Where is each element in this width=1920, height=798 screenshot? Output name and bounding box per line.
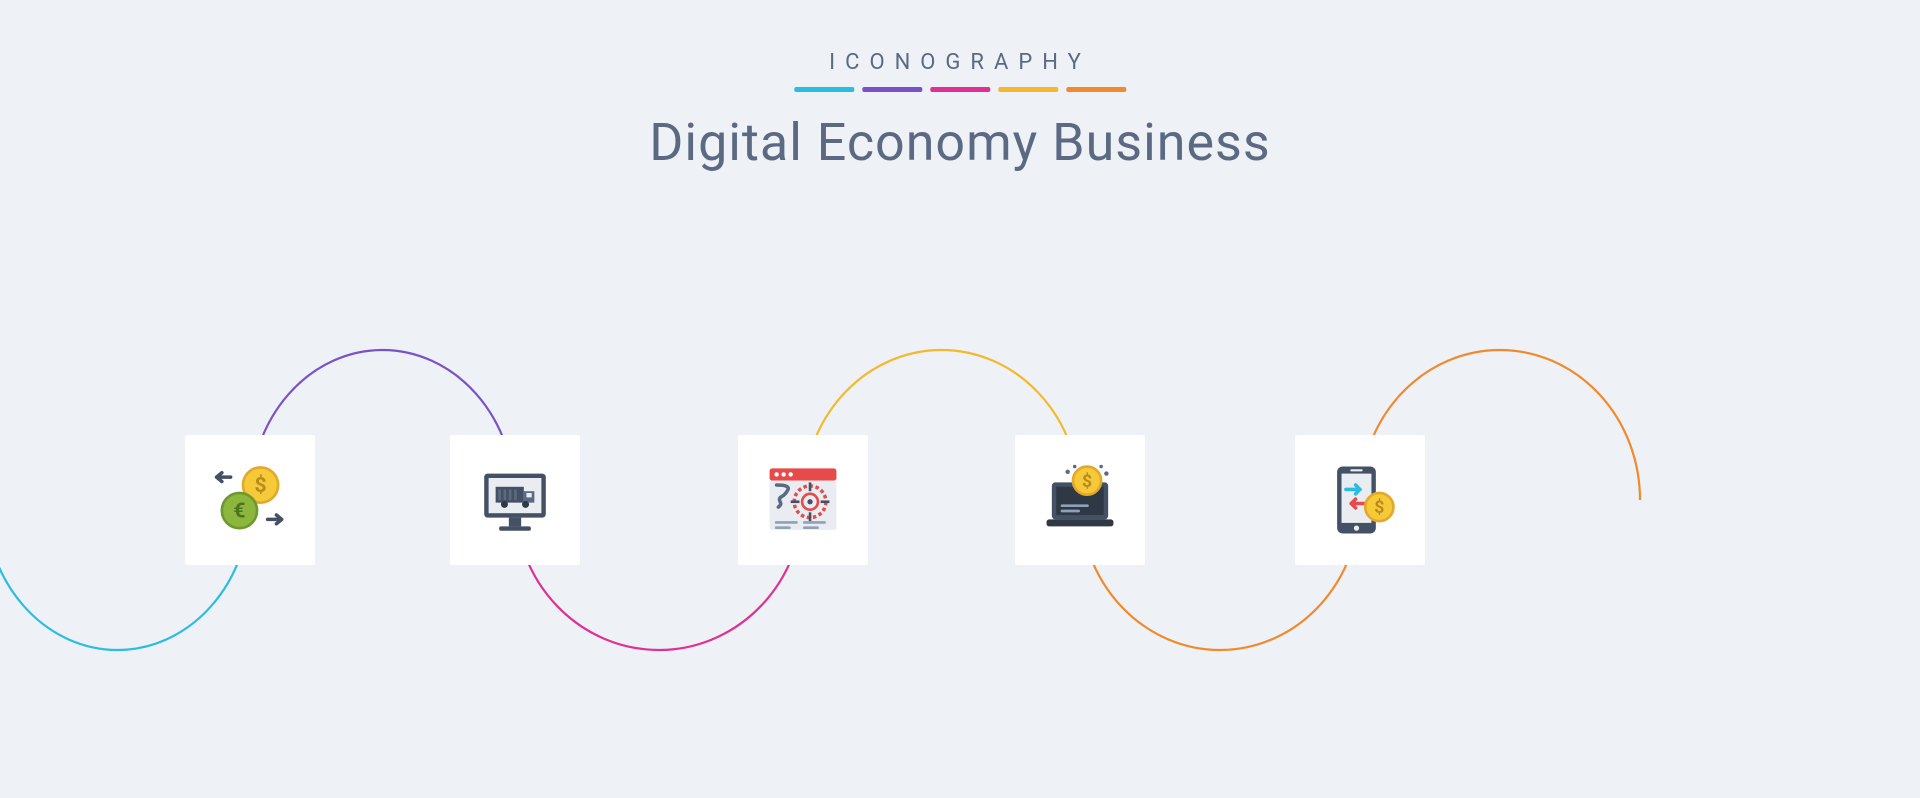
laptop-dollar-icon: $ [1015,435,1145,565]
svg-text:$: $ [1374,497,1384,518]
underline-segment [794,87,854,92]
underline-row [649,87,1270,92]
svg-text:$: $ [1082,471,1092,492]
page-title: Digital Economy Business [649,112,1270,173]
mobile-transfer-icon: $ [1295,435,1425,565]
web-target-icon [738,435,868,565]
eyebrow: ICONOGRAPHY [649,50,1270,75]
underline-segment [862,87,922,92]
delivery-truck-monitor-icon [450,435,580,565]
underline-segment [930,87,990,92]
svg-text:€: € [233,499,245,524]
currency-exchange-icon: $ € [185,435,315,565]
underline-segment [998,87,1058,92]
svg-text:$: $ [254,473,266,498]
header: ICONOGRAPHY Digital Economy Business [649,50,1270,173]
canvas: ICONOGRAPHY Digital Economy Business $ € [0,0,1920,798]
underline-segment [1066,87,1126,92]
